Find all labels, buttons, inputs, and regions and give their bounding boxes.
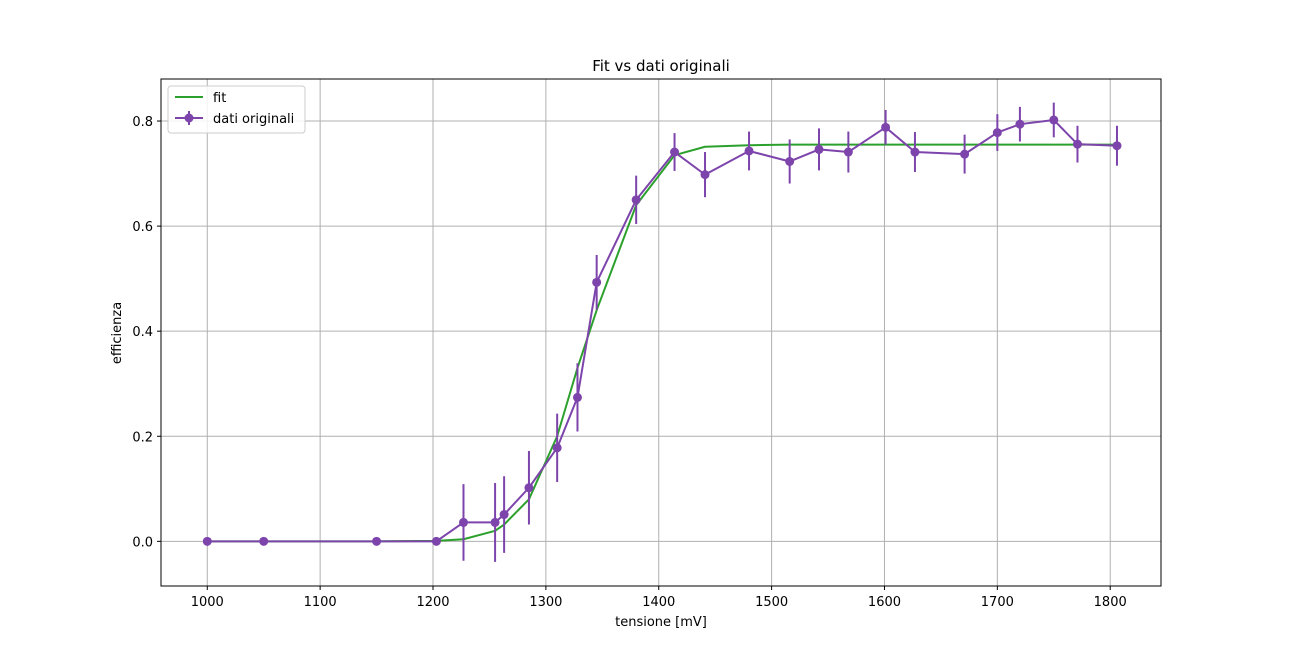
data-point <box>814 144 824 154</box>
legend: fit dati originali <box>167 85 306 134</box>
data-point <box>1072 139 1082 149</box>
y-tick-label: 0.2 <box>132 430 153 445</box>
legend-label-data: dati originali <box>213 112 294 127</box>
legend-swatch-data-marker <box>184 113 194 123</box>
x-tick-label: 1600 <box>868 595 901 610</box>
data-point <box>670 147 680 157</box>
data-point <box>1112 141 1122 151</box>
data-point <box>744 146 754 156</box>
plot-data <box>202 102 1122 562</box>
legend-label-fit: fit <box>213 91 226 106</box>
data-point <box>524 483 534 493</box>
y-tick-label: 0.0 <box>132 535 153 550</box>
data-point <box>700 170 710 180</box>
x-tick-label: 1200 <box>416 595 449 610</box>
data-point <box>960 149 970 159</box>
ticks: 1000 1100 1200 1300 1400 1500 1600 1700 1800 0.0 0… <box>132 115 1126 610</box>
y-axis-label: efficienza <box>110 302 125 364</box>
data-point <box>881 122 891 132</box>
data-point <box>202 536 212 546</box>
data-point <box>572 392 582 402</box>
data-point <box>592 277 602 287</box>
data-point <box>843 147 853 157</box>
data-point <box>992 128 1002 138</box>
x-tick-label: 1500 <box>755 595 788 610</box>
y-tick-label: 0.4 <box>132 325 153 340</box>
fit-line <box>207 143 1117 543</box>
data-point <box>499 510 509 520</box>
x-tick-label: 1000 <box>191 595 224 610</box>
x-tick-label: 1800 <box>1094 595 1127 610</box>
x-tick-label: 1100 <box>304 595 337 610</box>
y-tick-label: 0.8 <box>132 115 153 130</box>
data-point <box>490 517 500 527</box>
data-line <box>207 118 1118 543</box>
x-axis-label: tensione [mV] <box>615 615 707 630</box>
x-tick-label: 1400 <box>642 595 675 610</box>
data-point <box>910 147 920 157</box>
y-tick-label: 0.6 <box>132 220 153 235</box>
x-tick-label: 1700 <box>981 595 1014 610</box>
x-tick-label: 1300 <box>529 595 562 610</box>
data-point <box>785 156 795 166</box>
data-point <box>458 517 468 527</box>
data-point <box>631 195 641 205</box>
grid <box>161 79 1161 586</box>
data-point <box>1049 115 1059 125</box>
data-point <box>259 536 269 546</box>
data-point <box>372 536 382 546</box>
data-point <box>431 536 441 546</box>
chart-title: Fit vs dati originali <box>592 57 730 75</box>
data-point <box>552 443 562 453</box>
plot-frame <box>160 78 1162 587</box>
data-point <box>1015 119 1025 129</box>
